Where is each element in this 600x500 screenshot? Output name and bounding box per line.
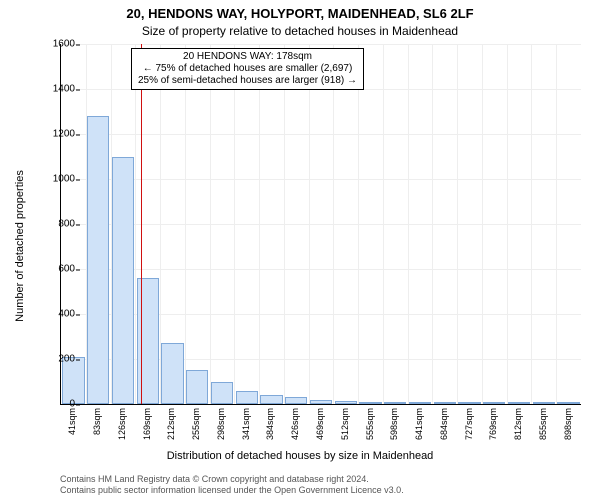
gridline-v xyxy=(457,44,458,404)
x-tick-label: 469sqm xyxy=(315,408,325,440)
chart-title-line1: 20, HENDONS WAY, HOLYPORT, MAIDENHEAD, S… xyxy=(0,6,600,21)
gridline-v xyxy=(234,44,235,404)
x-tick-label: 169sqm xyxy=(142,408,152,440)
x-tick-label: 298sqm xyxy=(216,408,226,440)
x-tick-label: 255sqm xyxy=(191,408,201,440)
gridline-v xyxy=(531,44,532,404)
histogram-bar xyxy=(508,402,530,404)
x-tick-label: 126sqm xyxy=(117,408,127,440)
histogram-bar xyxy=(483,402,505,404)
gridline-h xyxy=(61,224,581,225)
footer-line2: Contains public sector information licen… xyxy=(60,485,590,496)
histogram-bar xyxy=(236,391,258,405)
histogram-bar xyxy=(137,278,159,404)
gridline-v xyxy=(185,44,186,404)
y-tick-label: 1200 xyxy=(35,129,75,140)
annotation-line1: 20 HENDONS WAY: 178sqm xyxy=(138,51,357,63)
histogram-bar xyxy=(335,401,357,404)
gridline-v xyxy=(408,44,409,404)
histogram-bar xyxy=(87,116,109,404)
gridline-v xyxy=(333,44,334,404)
x-tick-label: 598sqm xyxy=(389,408,399,440)
x-tick-label: 812sqm xyxy=(513,408,523,440)
gridline-v xyxy=(482,44,483,404)
x-axis-label: Distribution of detached houses by size … xyxy=(0,450,600,462)
gridline-v xyxy=(432,44,433,404)
histogram-bar xyxy=(260,395,282,404)
annotation-line2: ← 75% of detached houses are smaller (2,… xyxy=(138,63,357,75)
y-tick-label: 1000 xyxy=(35,174,75,185)
gridline-h xyxy=(61,179,581,180)
chart-subtitle: Size of property relative to detached ho… xyxy=(0,24,600,38)
y-tick-label: 600 xyxy=(35,264,75,275)
histogram-bar xyxy=(359,402,381,404)
histogram-bar xyxy=(285,397,307,404)
histogram-bar xyxy=(310,400,332,405)
y-tick-label: 200 xyxy=(35,354,75,365)
x-tick-label: 641sqm xyxy=(414,408,424,440)
histogram-bar xyxy=(458,402,480,404)
x-tick-label: 83sqm xyxy=(92,408,102,435)
annotation-line3: 25% of semi-detached houses are larger (… xyxy=(138,75,357,87)
y-tick-label: 1600 xyxy=(35,39,75,50)
plot-area: 20 HENDONS WAY: 178sqm ← 75% of detached… xyxy=(60,44,581,405)
x-tick-label: 341sqm xyxy=(241,408,251,440)
x-tick-label: 555sqm xyxy=(365,408,375,440)
gridline-v xyxy=(556,44,557,404)
histogram-bar xyxy=(211,382,233,405)
y-tick-label: 1400 xyxy=(35,84,75,95)
histogram-bar xyxy=(533,402,555,404)
gridline-v xyxy=(210,44,211,404)
y-axis-label: Number of detached properties xyxy=(14,116,26,376)
histogram-bar xyxy=(161,343,183,404)
property-marker-line xyxy=(141,44,142,404)
x-tick-label: 384sqm xyxy=(265,408,275,440)
y-tick-label: 400 xyxy=(35,309,75,320)
gridline-h xyxy=(61,134,581,135)
gridline-v xyxy=(259,44,260,404)
x-tick-label: 212sqm xyxy=(166,408,176,440)
x-tick-label: 855sqm xyxy=(538,408,548,440)
x-tick-label: 898sqm xyxy=(563,408,573,440)
annotation-box: 20 HENDONS WAY: 178sqm ← 75% of detached… xyxy=(131,48,364,90)
histogram-bar xyxy=(557,402,579,404)
gridline-v xyxy=(284,44,285,404)
gridline-v xyxy=(383,44,384,404)
gridline-v xyxy=(507,44,508,404)
x-tick-label: 426sqm xyxy=(290,408,300,440)
footer-line1: Contains HM Land Registry data © Crown c… xyxy=(60,474,590,485)
gridline-v xyxy=(358,44,359,404)
y-tick-label: 800 xyxy=(35,219,75,230)
x-tick-label: 512sqm xyxy=(340,408,350,440)
x-tick-label: 684sqm xyxy=(439,408,449,440)
histogram-bar xyxy=(112,157,134,405)
chart-container: 20, HENDONS WAY, HOLYPORT, MAIDENHEAD, S… xyxy=(0,0,600,500)
gridline-h xyxy=(61,269,581,270)
histogram-bar xyxy=(384,402,406,404)
histogram-bar xyxy=(434,402,456,404)
x-tick-label: 727sqm xyxy=(464,408,474,440)
footer-attribution: Contains HM Land Registry data © Crown c… xyxy=(60,474,590,497)
histogram-bar xyxy=(186,370,208,404)
gridline-v xyxy=(309,44,310,404)
x-tick-label: 41sqm xyxy=(67,408,77,435)
histogram-bar xyxy=(409,402,431,404)
x-tick-label: 769sqm xyxy=(488,408,498,440)
gridline-h xyxy=(61,44,581,45)
